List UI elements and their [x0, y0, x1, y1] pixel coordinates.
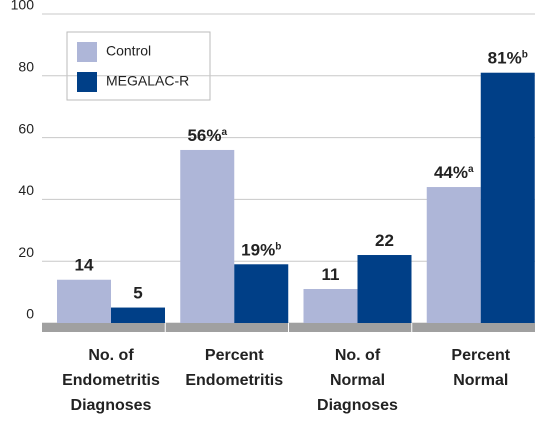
x-tick-label: Endometritis	[185, 372, 283, 389]
legend-swatch	[77, 72, 97, 92]
x-tick-label: Percent	[451, 347, 510, 364]
x-tick-label: Diagnoses	[317, 397, 398, 414]
x-tick-label: No. of	[88, 347, 134, 364]
value-label-note: b	[522, 49, 528, 60]
x-tick-label: Percent	[205, 347, 264, 364]
value-label-text: 11	[322, 265, 340, 284]
y-tick-label: 20	[18, 244, 34, 260]
value-label: 14	[75, 256, 94, 275]
value-label-text: 22	[375, 232, 394, 251]
bar	[180, 149, 235, 323]
bar	[57, 279, 111, 323]
x-tick-label: Endometritis	[62, 372, 160, 389]
value-label: 44%a	[434, 164, 474, 183]
x-tick-label: Normal	[330, 372, 385, 389]
x-tick-label: No. of	[335, 347, 381, 364]
bar	[426, 187, 481, 323]
value-label-note: a	[468, 164, 474, 175]
bar	[303, 289, 358, 323]
value-label-text: 19%	[241, 241, 275, 260]
value-label: 5	[133, 284, 142, 303]
value-label-text: 5	[133, 284, 142, 303]
y-tick-label: 60	[18, 120, 34, 136]
value-label: 22	[375, 232, 394, 251]
legend-label: MEGALAC-R	[106, 73, 189, 89]
value-label: 56%a	[187, 126, 227, 145]
value-label-text: 81%	[488, 49, 522, 68]
value-label-note: a	[221, 127, 227, 138]
value-label-text: 14	[75, 256, 94, 275]
bar	[357, 255, 412, 323]
bar	[111, 307, 165, 323]
value-label-note: b	[275, 241, 281, 252]
legend-label: Control	[106, 43, 151, 59]
value-label-text: 56%	[187, 126, 221, 145]
x-tick-label: Diagnoses	[71, 397, 152, 414]
legend-swatch	[77, 42, 97, 62]
x-tick-label: Normal	[453, 372, 508, 389]
y-tick-label: 40	[18, 182, 34, 198]
value-label-text: 44%	[434, 164, 468, 183]
value-label: 81%b	[488, 49, 528, 68]
bar	[234, 264, 289, 323]
bar	[480, 72, 535, 324]
y-tick-label: 0	[26, 306, 34, 322]
value-label: 11	[322, 265, 340, 284]
y-tick-label: 100	[11, 0, 35, 13]
y-tick-label: 80	[18, 59, 34, 75]
value-label: 19%b	[241, 241, 281, 260]
